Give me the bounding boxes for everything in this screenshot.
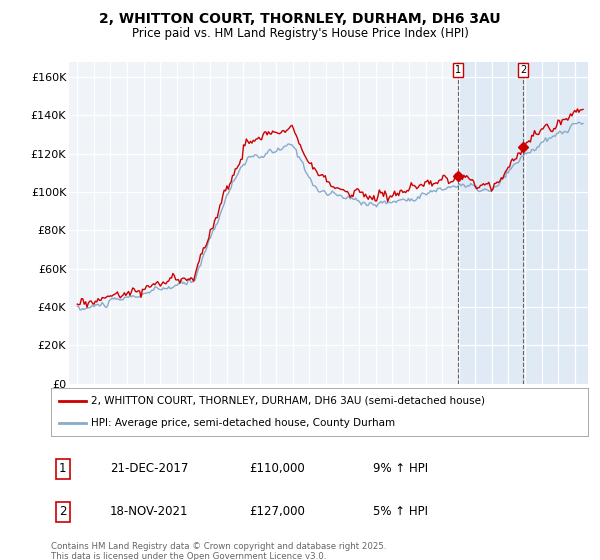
Text: 18-NOV-2021: 18-NOV-2021	[110, 505, 188, 519]
Text: 1: 1	[59, 462, 67, 475]
Text: 21-DEC-2017: 21-DEC-2017	[110, 462, 188, 475]
Text: 1: 1	[455, 64, 461, 74]
Text: 2, WHITTON COURT, THORNLEY, DURHAM, DH6 3AU: 2, WHITTON COURT, THORNLEY, DURHAM, DH6 …	[99, 12, 501, 26]
Text: Price paid vs. HM Land Registry's House Price Index (HPI): Price paid vs. HM Land Registry's House …	[131, 27, 469, 40]
Text: HPI: Average price, semi-detached house, County Durham: HPI: Average price, semi-detached house,…	[91, 418, 395, 428]
Bar	[458, 62, 588, 384]
Text: 2: 2	[59, 505, 67, 519]
Text: 9% ↑ HPI: 9% ↑ HPI	[373, 462, 428, 475]
Text: 5% ↑ HPI: 5% ↑ HPI	[373, 505, 428, 519]
Text: Contains HM Land Registry data © Crown copyright and database right 2025.
This d: Contains HM Land Registry data © Crown c…	[51, 542, 386, 560]
Text: 2: 2	[520, 64, 526, 74]
Text: 2, WHITTON COURT, THORNLEY, DURHAM, DH6 3AU (semi-detached house): 2, WHITTON COURT, THORNLEY, DURHAM, DH6 …	[91, 396, 485, 406]
Text: £110,000: £110,000	[250, 462, 305, 475]
Text: £127,000: £127,000	[250, 505, 305, 519]
